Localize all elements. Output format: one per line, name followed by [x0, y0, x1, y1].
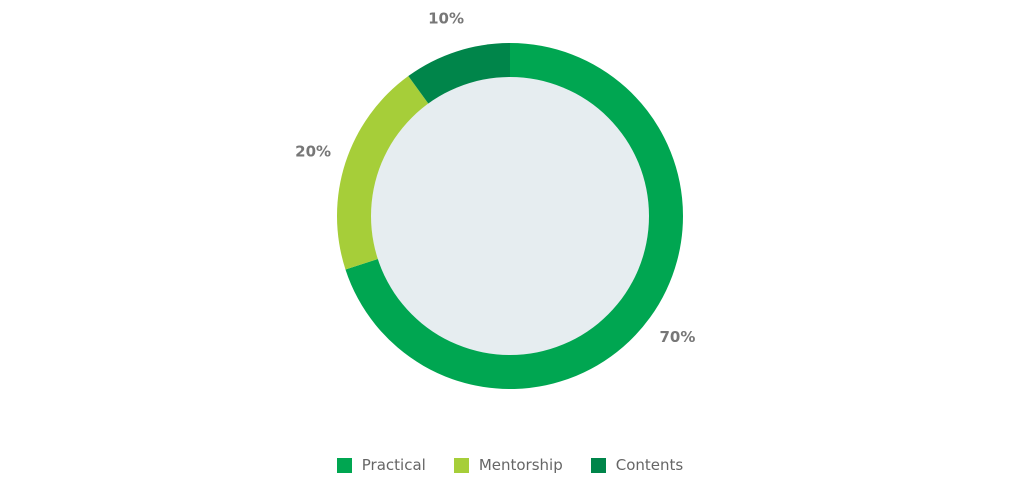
- legend-item: Mentorship: [453, 456, 563, 474]
- legend-swatch: [590, 457, 606, 473]
- labels: 70% 20% 10%: [295, 10, 695, 347]
- legend-item: Contents: [590, 456, 684, 474]
- legend-label: Mentorship: [478, 456, 563, 474]
- value-label: 20%: [295, 143, 331, 161]
- legend-label: Contents: [615, 456, 684, 474]
- value-label: 70%: [660, 328, 696, 346]
- value-label: 10%: [428, 10, 464, 28]
- legend: Practical Mentorship Contents: [0, 456, 1020, 474]
- legend-swatch: [336, 457, 352, 473]
- legend-label: Practical: [361, 456, 426, 474]
- donut-hole: [371, 77, 649, 355]
- legend-swatch: [453, 457, 469, 473]
- legend-item: Practical: [336, 456, 426, 474]
